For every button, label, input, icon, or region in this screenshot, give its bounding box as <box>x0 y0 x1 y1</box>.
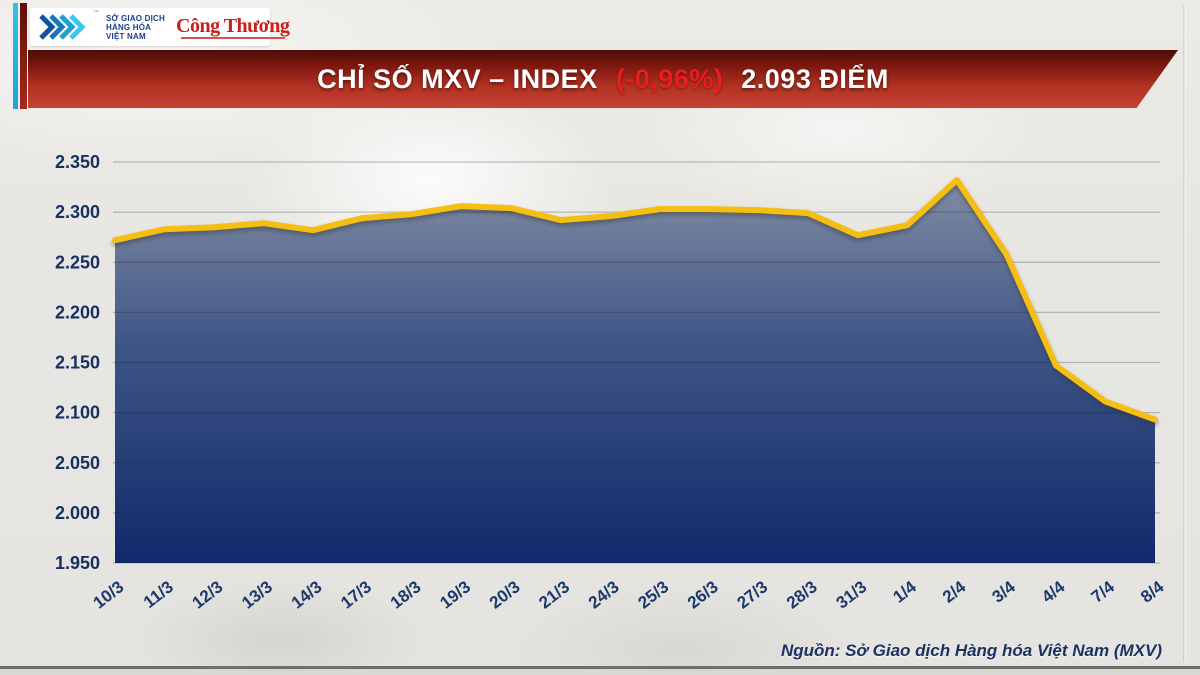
index-line <box>112 177 1158 423</box>
y-tick-label: 2.000 <box>55 503 100 523</box>
paper-edge <box>1183 6 1186 662</box>
x-tick-label: 13/3 <box>238 577 276 612</box>
y-tick-label: 2.350 <box>55 152 100 172</box>
x-tick-label: 8/4 <box>1137 577 1168 607</box>
cong-thuong-wordmark: Công Thương <box>176 14 290 39</box>
x-tick-label: 12/3 <box>189 577 227 612</box>
x-tick-label: 4/4 <box>1038 577 1069 607</box>
y-tick-label: 2.300 <box>55 202 100 222</box>
x-tick-label: 2/4 <box>939 577 970 607</box>
x-tick-label: 26/3 <box>684 577 722 612</box>
mxv-logo-icon <box>38 12 90 42</box>
x-tick-label: 3/4 <box>989 577 1020 607</box>
bottom-edge-shadow <box>0 669 1200 675</box>
x-tick-label: 27/3 <box>733 577 771 612</box>
title-main: CHỈ SỐ MXV – INDEX <box>317 63 598 94</box>
left-stripe-red <box>20 3 27 109</box>
area-fill <box>115 180 1155 563</box>
left-stripe-cyan <box>13 3 18 109</box>
y-tick-label: 1.950 <box>55 553 100 573</box>
x-tick-label: 24/3 <box>585 577 623 612</box>
x-tick-label: 17/3 <box>337 577 375 612</box>
wordmark-underline <box>180 36 285 39</box>
x-tick-label: 18/3 <box>387 577 425 612</box>
x-tick-label: 14/3 <box>288 577 326 612</box>
bottom-edge-line <box>0 666 1200 669</box>
x-tick-label: 1/4 <box>890 577 921 607</box>
x-tick-label: 31/3 <box>833 577 871 612</box>
page-title: CHỈ SỐ MXV – INDEX (-0,96%) 2.093 ĐIỂM <box>317 64 889 95</box>
y-tick-label: 2.200 <box>55 302 100 322</box>
index-value: 2.093 ĐIỂM <box>741 63 889 94</box>
y-tick-label: 2.250 <box>55 252 100 272</box>
x-tick-label: 25/3 <box>634 577 672 612</box>
y-tick-label: 2.100 <box>55 403 100 423</box>
x-tick-label: 19/3 <box>436 577 474 612</box>
x-tick-label: 11/3 <box>140 577 177 612</box>
x-tick-label: 20/3 <box>486 577 524 612</box>
trademark-mark: ™ <box>93 10 99 16</box>
x-tick-label: 7/4 <box>1088 577 1119 607</box>
index-change-badge: (-0,96%) <box>615 63 724 94</box>
logo-plate: ™ SỞ GIAO DỊCH HÀNG HÓA VIỆT NAM Công Th… <box>30 8 290 46</box>
source-caption: Nguồn: Sở Giao dịch Hàng hóa Việt Nam (M… <box>780 641 1162 660</box>
y-tick-label: 2.050 <box>55 453 100 473</box>
x-tick-label: 10/3 <box>90 577 128 612</box>
y-tick-label: 2.150 <box>55 353 100 373</box>
mxv-org-name: SỞ GIAO DỊCH HÀNG HÓA VIỆT NAM <box>106 13 166 41</box>
x-tick-label: 21/3 <box>535 577 573 612</box>
title-banner: CHỈ SỐ MXV – INDEX (-0,96%) 2.093 ĐIỂM <box>28 50 1178 108</box>
x-tick-label: 28/3 <box>783 577 821 612</box>
